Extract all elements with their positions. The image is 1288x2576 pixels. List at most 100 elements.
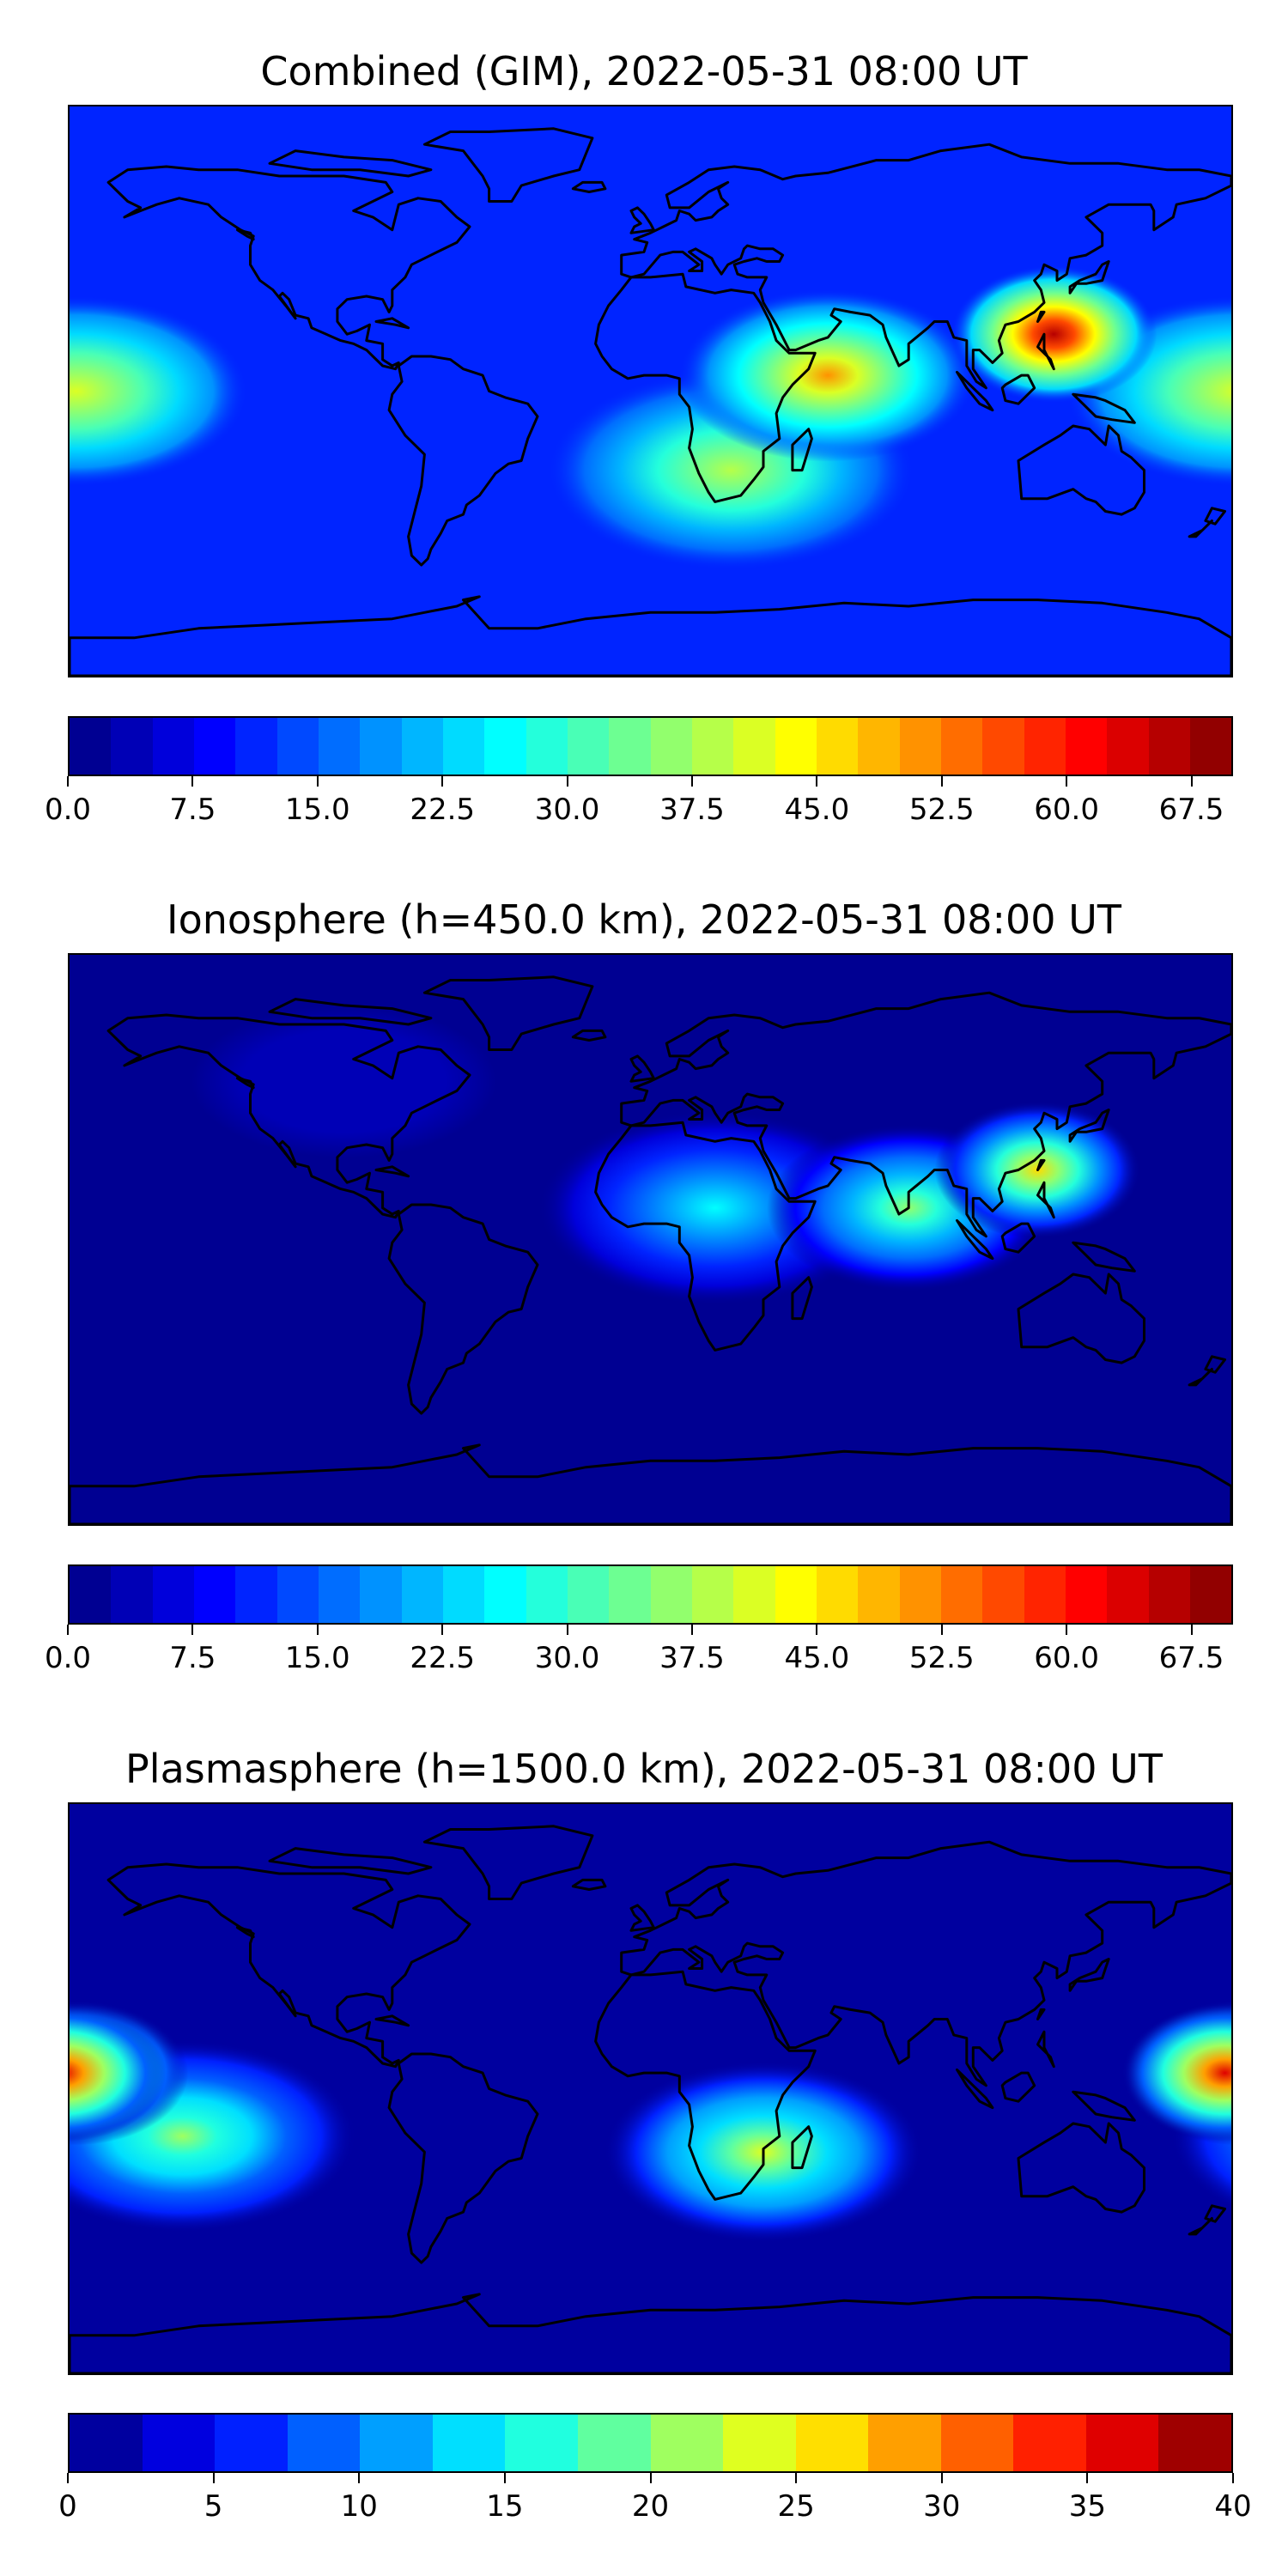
colorbar-tick-label: 0.0 xyxy=(44,793,92,827)
colorbar-swatch xyxy=(982,1566,1024,1623)
colorbar-swatch xyxy=(650,1566,692,1623)
colorbar-swatch xyxy=(70,2415,143,2471)
colorbar-swatch xyxy=(899,718,941,775)
colorbar-tick-label: 60.0 xyxy=(1034,1641,1099,1675)
colorbar-tick xyxy=(441,776,444,787)
colorbar-swatch xyxy=(152,718,194,775)
colorbar-swatch xyxy=(982,718,1024,775)
colorbar-swatch xyxy=(1148,718,1190,775)
colorbar-swatch xyxy=(1085,2415,1159,2471)
colorbar-swatch xyxy=(401,1566,443,1623)
colorbar-tick-label: 37.5 xyxy=(659,793,725,827)
colorbar-swatch xyxy=(1189,1566,1231,1623)
field-blob-combined xyxy=(70,295,248,487)
colorbar-swatch xyxy=(795,2415,869,2471)
colorbar-swatch xyxy=(276,718,319,775)
colorbar-tick-label: 22.5 xyxy=(410,793,476,827)
colorbar-tick-label: 22.5 xyxy=(410,1641,476,1675)
colorbar-tick-label: 15.0 xyxy=(284,1641,350,1675)
colorbar-swatch xyxy=(816,718,859,775)
colorbar-tick xyxy=(690,1625,693,1635)
colorbar-tick-label: 20 xyxy=(631,2489,670,2524)
colorbar-tick xyxy=(649,2473,652,2483)
field-blob-ionosphere xyxy=(89,955,598,1209)
colorbar-swatch xyxy=(1158,2415,1231,2471)
colorbar-swatch xyxy=(360,718,402,775)
colorbar-tick xyxy=(690,776,693,787)
colorbar-swatch xyxy=(940,2415,1014,2471)
colorbar-swatch xyxy=(1013,2415,1086,2471)
colorbar-swatch xyxy=(360,2415,433,2471)
colorbar-tick-label: 67.5 xyxy=(1158,1641,1224,1675)
colorbar-swatch xyxy=(1065,1566,1108,1623)
colorbar-tick xyxy=(940,776,943,787)
colorbar-swatch xyxy=(567,1566,610,1623)
colorbar-swatch xyxy=(775,1566,817,1623)
colorbar-tick-label: 45.0 xyxy=(784,1641,850,1675)
heatmap-field-combined xyxy=(70,106,1231,676)
colorbar-swatch xyxy=(1024,718,1066,775)
colorbar-tick xyxy=(1066,776,1068,787)
colorbar-tick xyxy=(67,2473,69,2483)
colorbar-swatch xyxy=(940,718,983,775)
chart-title-plasmasphere: Plasmasphere (h=1500.0 km), 2022-05-31 0… xyxy=(125,1746,1163,1792)
colorbar-swatch xyxy=(650,718,692,775)
colorbar-swatch xyxy=(526,718,568,775)
colorbar-tick-label: 52.5 xyxy=(908,1641,975,1675)
field-blob-plasmasphere xyxy=(1121,2004,1231,2142)
colorbar-tick-label: 7.5 xyxy=(169,1641,216,1675)
colorbar-swatch xyxy=(111,718,153,775)
colorbar-tick-label: 15.0 xyxy=(284,793,350,827)
colorbar-swatch xyxy=(526,1566,568,1623)
colorbar-swatch xyxy=(723,2415,796,2471)
colorbar-tick xyxy=(1190,1625,1193,1635)
colorbar-swatch xyxy=(505,2415,578,2471)
colorbar-swatch xyxy=(142,2415,216,2471)
colorbar-swatch xyxy=(1148,1566,1190,1623)
colorbar-swatch xyxy=(484,1566,526,1623)
map-ionosphere xyxy=(68,953,1233,1526)
colorbar-swatch xyxy=(858,718,900,775)
colorbar-tick-label: 67.5 xyxy=(1158,793,1224,827)
colorbar-tick xyxy=(566,776,568,787)
coastlines-plasmasphere xyxy=(70,1825,1231,2373)
colorbar-tick xyxy=(67,1625,69,1635)
heatmap-field-ionosphere xyxy=(70,955,1231,1524)
colorbar-swatch xyxy=(650,2415,724,2471)
colorbar-tick-label: 0.0 xyxy=(44,1641,92,1675)
colorbar-tick-label: 25 xyxy=(777,2489,815,2524)
colorbar-swatch xyxy=(235,718,277,775)
colorbar-swatch xyxy=(609,718,651,775)
colorbar-tick xyxy=(566,1625,568,1635)
colorbar-tick-label: 45.0 xyxy=(784,793,850,827)
colorbar-swatch xyxy=(868,2415,941,2471)
colorbar-tick-label: 30.0 xyxy=(534,793,600,827)
colorbar-swatch xyxy=(691,1566,734,1623)
colorbar-tick xyxy=(503,2473,506,2483)
colorbar-swatch xyxy=(816,1566,859,1623)
colorbar-tick xyxy=(940,2473,943,2483)
colorbar-tick-label: 40 xyxy=(1214,2489,1252,2524)
colorbar-tick xyxy=(67,776,69,787)
colorbar-ticks-plasmasphere: 0 5 10 15 20 25 30 35 40 xyxy=(58,2473,1252,2524)
colorbar-swatch xyxy=(111,1566,153,1623)
colorbar-tick xyxy=(316,776,319,787)
colorbar-swatch xyxy=(1107,1566,1149,1623)
colorbar-tick xyxy=(1066,1625,1068,1635)
colorbar-tick xyxy=(940,1625,943,1635)
colorbar-ticks-ionosphere: 0.0 7.5 15.0 22.5 30.0 37.5 45.0 52.5 60.0 67.5 xyxy=(45,1625,1233,1676)
colorbar-tick xyxy=(316,1625,319,1635)
colorbar-tick xyxy=(816,1625,818,1635)
colorbar-swatch xyxy=(940,1566,983,1623)
coastlines-combined xyxy=(70,127,1231,676)
colorbar-swatch xyxy=(70,718,112,775)
colorbar-tick xyxy=(795,2473,798,2483)
colorbar-swatch xyxy=(360,1566,402,1623)
colorbar-swatch xyxy=(70,1566,112,1623)
colorbar-swatch xyxy=(484,718,526,775)
colorbar-tick-label: 7.5 xyxy=(169,793,216,827)
colorbar-swatch xyxy=(567,718,610,775)
colorbar-swatch xyxy=(858,1566,900,1623)
colorbar-swatch xyxy=(775,718,817,775)
colorbar-swatch xyxy=(1107,718,1149,775)
